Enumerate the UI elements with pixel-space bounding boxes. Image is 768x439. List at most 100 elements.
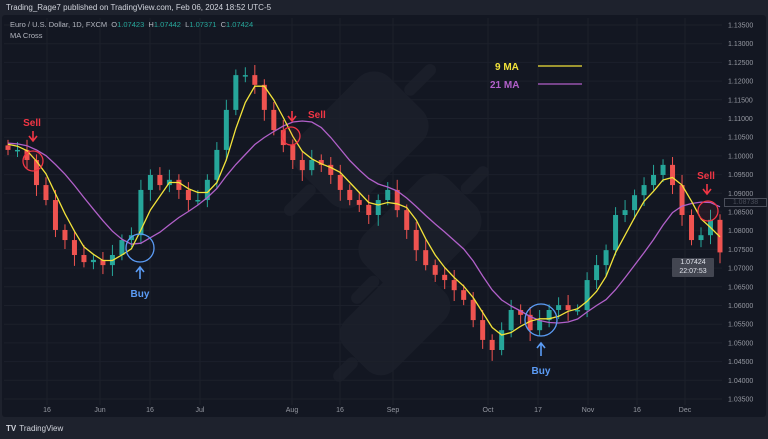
- arrow-up-icon: [536, 341, 546, 356]
- time-axis[interactable]: 16 Jun 16 Jul Aug 16 Sep Oct 17 Nov 16 Dec: [43, 407, 692, 414]
- time-tick-label: Jul: [196, 407, 205, 414]
- candle-body: [337, 174, 343, 190]
- candle-body: [290, 145, 296, 161]
- arrow-up-icon: [135, 265, 145, 279]
- candle-body: [499, 330, 505, 351]
- price-tick-label: 1.06500: [728, 284, 753, 291]
- candle-body: [271, 109, 277, 131]
- buy-circle: [125, 233, 155, 263]
- ma9-legend-label: 9 MA: [495, 62, 519, 73]
- candle-body: [413, 229, 419, 251]
- candle-body: [565, 305, 571, 310]
- indicator-name[interactable]: MA Cross: [10, 31, 43, 40]
- candle-body: [261, 84, 267, 110]
- candle: [575, 304, 581, 316]
- candle-body: [318, 160, 324, 165]
- price-tick-label: 1.05000: [728, 340, 753, 347]
- candle-body: [90, 259, 96, 263]
- candles: [5, 65, 723, 361]
- candle: [404, 204, 410, 239]
- candle: [442, 266, 448, 290]
- high-label: H: [148, 20, 154, 29]
- last-price: 1.07424: [680, 259, 706, 266]
- candle: [451, 269, 457, 302]
- candle-body: [62, 229, 68, 241]
- candle-body: [670, 164, 676, 186]
- candle: [71, 232, 77, 266]
- candle-body: [33, 160, 39, 186]
- candle: [328, 157, 334, 184]
- candle: [385, 182, 391, 206]
- low-label: L: [185, 20, 190, 29]
- candle-body: [233, 75, 239, 110]
- candle-body: [100, 259, 106, 266]
- candle: [489, 334, 495, 361]
- candle-body: [366, 204, 372, 215]
- price-tick-label: 1.08000: [728, 228, 753, 235]
- candle-body: [204, 179, 210, 201]
- candle-body: [442, 274, 448, 281]
- ma-legend: 9 MA 21 MA: [490, 62, 582, 91]
- candle: [413, 222, 419, 261]
- candle-body: [81, 255, 87, 263]
- candle-body: [641, 185, 647, 196]
- price-tick-label: 1.04500: [728, 359, 753, 366]
- candle: [499, 322, 505, 356]
- candle: [233, 69, 239, 116]
- time-tick-label: Sep: [387, 407, 400, 414]
- signal-annotations: Sell Buy Sell Buy Sell: [22, 110, 719, 377]
- candle: [622, 200, 628, 223]
- candle: [375, 194, 381, 226]
- candle: [423, 240, 429, 271]
- price-axis[interactable]: 1.13500 1.13000 1.12500 1.12000 1.11500 1.110…: [728, 23, 753, 404]
- candle-body: [252, 75, 258, 85]
- price-tick-label: 1.04000: [728, 378, 753, 385]
- open-label: O: [111, 20, 118, 29]
- candle-body: [195, 200, 201, 202]
- price-tick-label: 1.09000: [728, 191, 753, 198]
- candle: [584, 272, 590, 318]
- time-tick-label: 16: [633, 407, 641, 414]
- candle: [717, 214, 723, 264]
- candle-body: [176, 179, 182, 190]
- candle-body: [223, 109, 229, 150]
- candle: [366, 194, 372, 224]
- candle-body: [679, 185, 685, 215]
- candle-body: [356, 200, 362, 205]
- arrow-down-icon: [287, 111, 297, 123]
- candle-body: [622, 210, 628, 215]
- candle-body: [385, 189, 391, 201]
- tradingview-logo-icon: TV: [6, 424, 17, 433]
- candle-body: [242, 75, 248, 77]
- time-tick-label: Nov: [582, 407, 595, 414]
- sell-signal-2: Sell: [281, 110, 326, 146]
- candle-body: [404, 210, 410, 230]
- candle-body: [489, 339, 495, 351]
- arrow-down-icon: [702, 184, 712, 196]
- candle: [52, 189, 58, 238]
- candle: [252, 65, 258, 94]
- candle: [461, 284, 467, 306]
- published-text: Trading_Rage7 published on TradingView.c…: [6, 3, 272, 12]
- candle: [185, 182, 191, 211]
- candle-body: [451, 280, 457, 291]
- last-price-tag: 1.07424 22:07:53: [672, 258, 714, 277]
- price-tick-label: 1.13000: [728, 41, 753, 48]
- candle: [271, 102, 277, 136]
- sell-circle: [22, 150, 44, 172]
- candle-body: [651, 174, 657, 186]
- candle: [670, 157, 676, 195]
- candle: [81, 244, 87, 268]
- candle: [594, 255, 600, 290]
- bar-countdown: 22:07:53: [679, 268, 707, 275]
- candle-body: [309, 160, 315, 171]
- candle: [603, 244, 609, 276]
- time-tick-label: Oct: [483, 407, 494, 414]
- candle-body: [575, 309, 581, 312]
- sell-signal-3: Sell: [697, 171, 719, 222]
- time-tick-label: Dec: [679, 407, 692, 414]
- candle-body: [546, 309, 552, 321]
- buy-label: Buy: [532, 366, 551, 377]
- footer-brand[interactable]: TV TradingView: [6, 424, 63, 433]
